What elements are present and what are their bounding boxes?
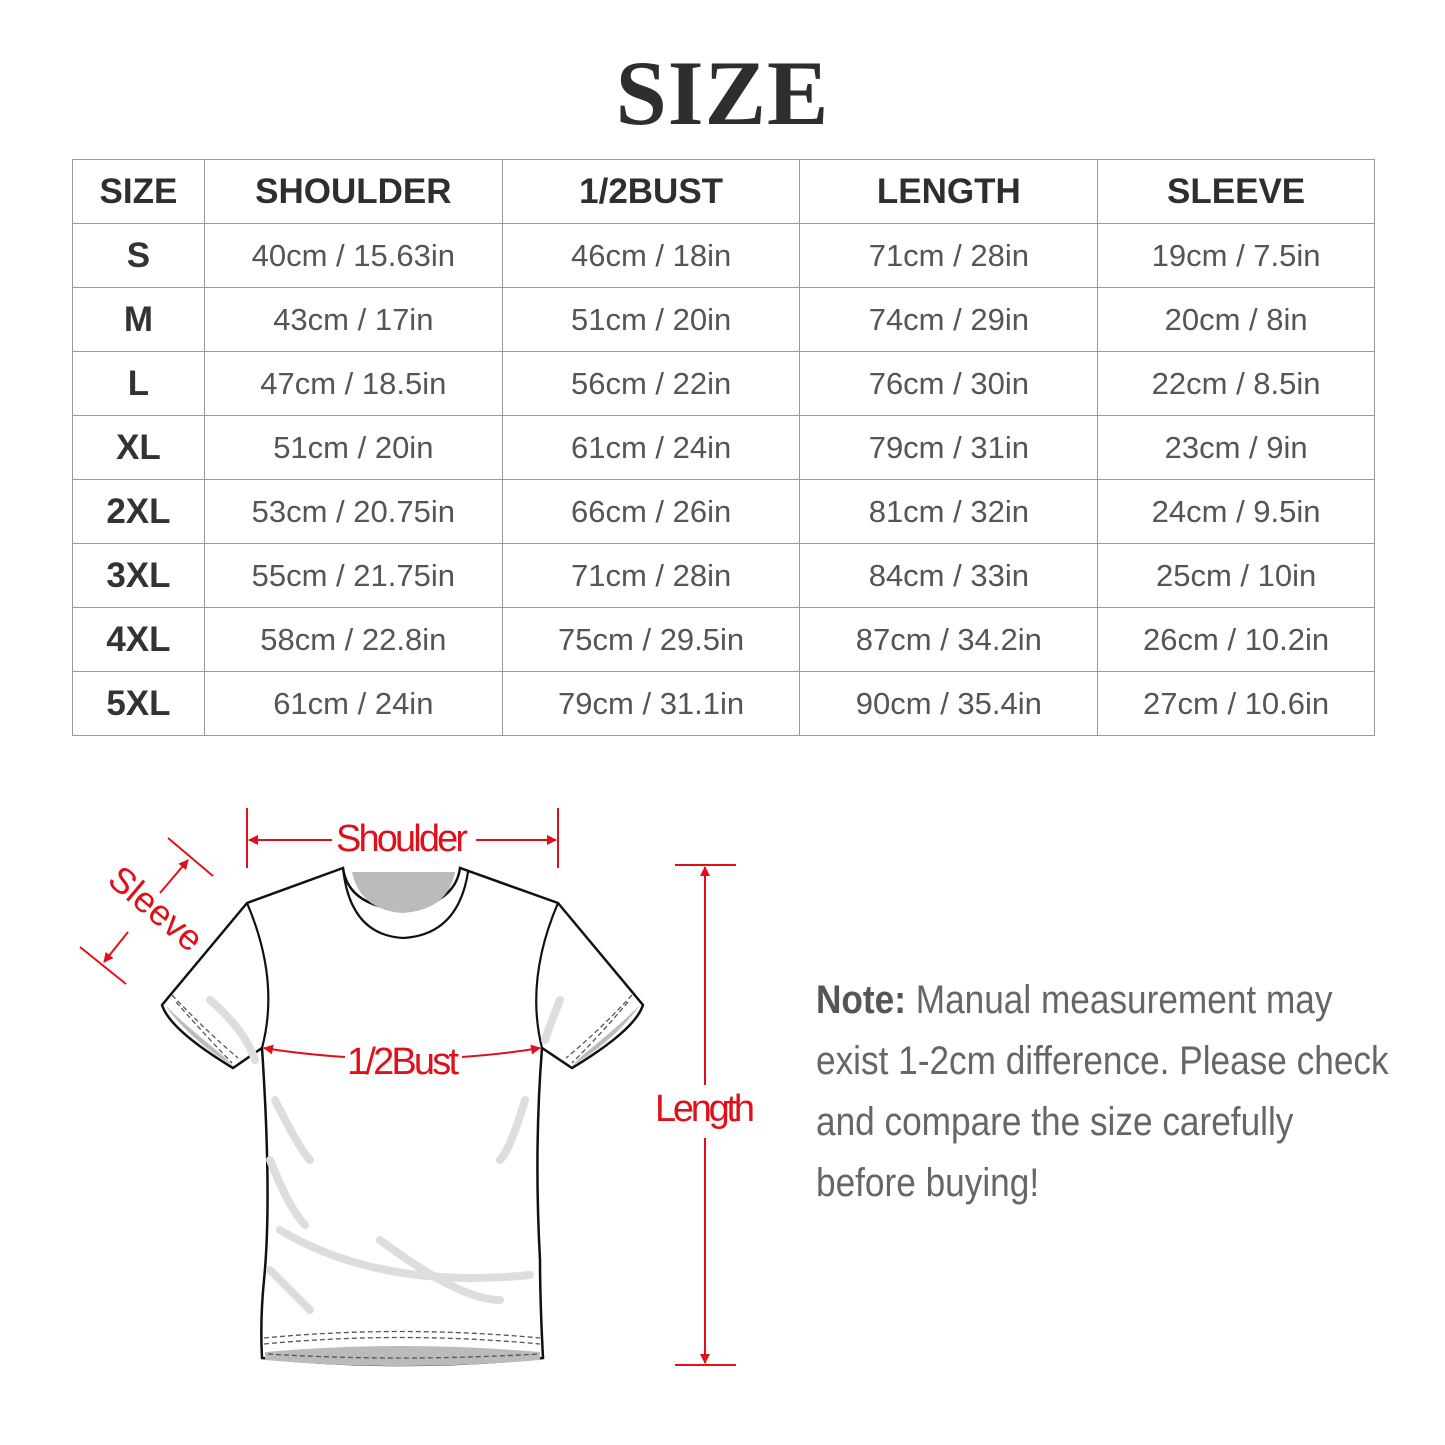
cell-sleeve: 20cm / 8in bbox=[1097, 287, 1375, 352]
table-row: XL 51cm / 20in 61cm / 24in 79cm / 31in 23cm … bbox=[72, 415, 1375, 480]
note-label: Note: bbox=[816, 978, 906, 1022]
cell-sleeve: 24cm / 9.5in bbox=[1097, 479, 1375, 544]
bust-measure: 1/2Bust bbox=[263, 1041, 541, 1083]
cell-length: 90cm / 35.4in bbox=[799, 671, 1099, 736]
cell-sleeve: 19cm / 7.5in bbox=[1097, 223, 1375, 288]
arrow-up-icon bbox=[159, 859, 189, 894]
cell-bust: 46cm / 18in bbox=[501, 223, 801, 288]
cell-bust: 71cm / 28in bbox=[501, 543, 801, 608]
cell-sleeve: 22cm / 8.5in bbox=[1097, 351, 1375, 416]
table-row: L 47cm / 18.5in 56cm / 22in 76cm / 30in 22cm… bbox=[72, 351, 1375, 416]
cell-length: 84cm / 33in bbox=[799, 543, 1099, 608]
length-measure: Length bbox=[655, 864, 755, 1366]
table-row: S 40cm / 15.63in 46cm / 18in 71cm / 28in 19c… bbox=[72, 223, 1375, 288]
table-row: 3XL 55cm / 21.75in 71cm / 28in 84cm / 33in 2… bbox=[72, 543, 1375, 608]
cell-length: 76cm / 30in bbox=[799, 351, 1099, 416]
page-title: SIZE bbox=[615, 42, 830, 144]
cell-shoulder: 61cm / 24in bbox=[203, 671, 503, 736]
bust-label: 1/2Bust bbox=[347, 1041, 459, 1083]
cell-bust: 61cm / 24in bbox=[501, 415, 801, 480]
table-row: 5XL 61cm / 24in 79cm / 31.1in 90cm / 35.4in… bbox=[72, 671, 1375, 736]
cell-size: 2XL bbox=[72, 479, 205, 544]
shoulder-label: Shoulder bbox=[336, 818, 468, 860]
cell-shoulder: 43cm / 17in bbox=[203, 287, 503, 352]
length-label: Length bbox=[655, 1088, 755, 1130]
note: Note: Manual measurement may exist 1-2cm… bbox=[816, 970, 1397, 1214]
cell-size: 5XL bbox=[72, 671, 205, 736]
tshirt-illustration bbox=[160, 866, 645, 1367]
cell-bust: 79cm / 31.1in bbox=[501, 671, 801, 736]
table-row: M 43cm / 17in 51cm / 20in 74cm / 29in 20cm /… bbox=[72, 287, 1375, 352]
cell-length: 79cm / 31in bbox=[799, 415, 1099, 480]
cell-bust: 51cm / 20in bbox=[501, 287, 801, 352]
table-header-row: SIZE SHOULDER 1/2BUST LENGTH SLEEVE bbox=[72, 159, 1375, 224]
cell-shoulder: 51cm / 20in bbox=[203, 415, 503, 480]
cell-sleeve: 26cm / 10.2in bbox=[1097, 607, 1375, 672]
cell-shoulder: 58cm / 22.8in bbox=[203, 607, 503, 672]
note-text: Manual measurement may exist 1-2cm diffe… bbox=[816, 978, 1389, 1205]
cell-bust: 75cm / 29.5in bbox=[501, 607, 801, 672]
cell-shoulder: 53cm / 20.75in bbox=[203, 479, 503, 544]
header-sleeve: SLEEVE bbox=[1097, 159, 1375, 224]
cell-shoulder: 55cm / 21.75in bbox=[203, 543, 503, 608]
header-length: LENGTH bbox=[799, 159, 1099, 224]
cell-bust: 56cm / 22in bbox=[501, 351, 801, 416]
header-size: SIZE bbox=[72, 159, 205, 224]
shoulder-measure: Shoulder bbox=[246, 808, 559, 868]
cell-shoulder: 40cm / 15.63in bbox=[203, 223, 503, 288]
size-table: SIZE SHOULDER 1/2BUST LENGTH SLEEVE S 40c… bbox=[72, 159, 1375, 736]
cell-length: 74cm / 29in bbox=[799, 287, 1099, 352]
cell-sleeve: 25cm / 10in bbox=[1097, 543, 1375, 608]
cell-sleeve: 27cm / 10.6in bbox=[1097, 671, 1375, 736]
cell-size: 4XL bbox=[72, 607, 205, 672]
header-bust: 1/2BUST bbox=[501, 159, 801, 224]
table-row: 2XL 53cm / 20.75in 66cm / 26in 81cm / 32in 2… bbox=[72, 479, 1375, 544]
cell-size: 3XL bbox=[72, 543, 205, 608]
cell-size: L bbox=[72, 351, 205, 416]
cell-length: 81cm / 32in bbox=[799, 479, 1099, 544]
cell-sleeve: 23cm / 9in bbox=[1097, 415, 1375, 480]
arrow-down-icon bbox=[103, 931, 129, 963]
cell-bust: 66cm / 26in bbox=[501, 479, 801, 544]
cell-shoulder: 47cm / 18.5in bbox=[203, 351, 503, 416]
sleeve-measure: Sleeve bbox=[79, 837, 214, 985]
cell-size: S bbox=[72, 223, 205, 288]
cell-size: M bbox=[72, 287, 205, 352]
